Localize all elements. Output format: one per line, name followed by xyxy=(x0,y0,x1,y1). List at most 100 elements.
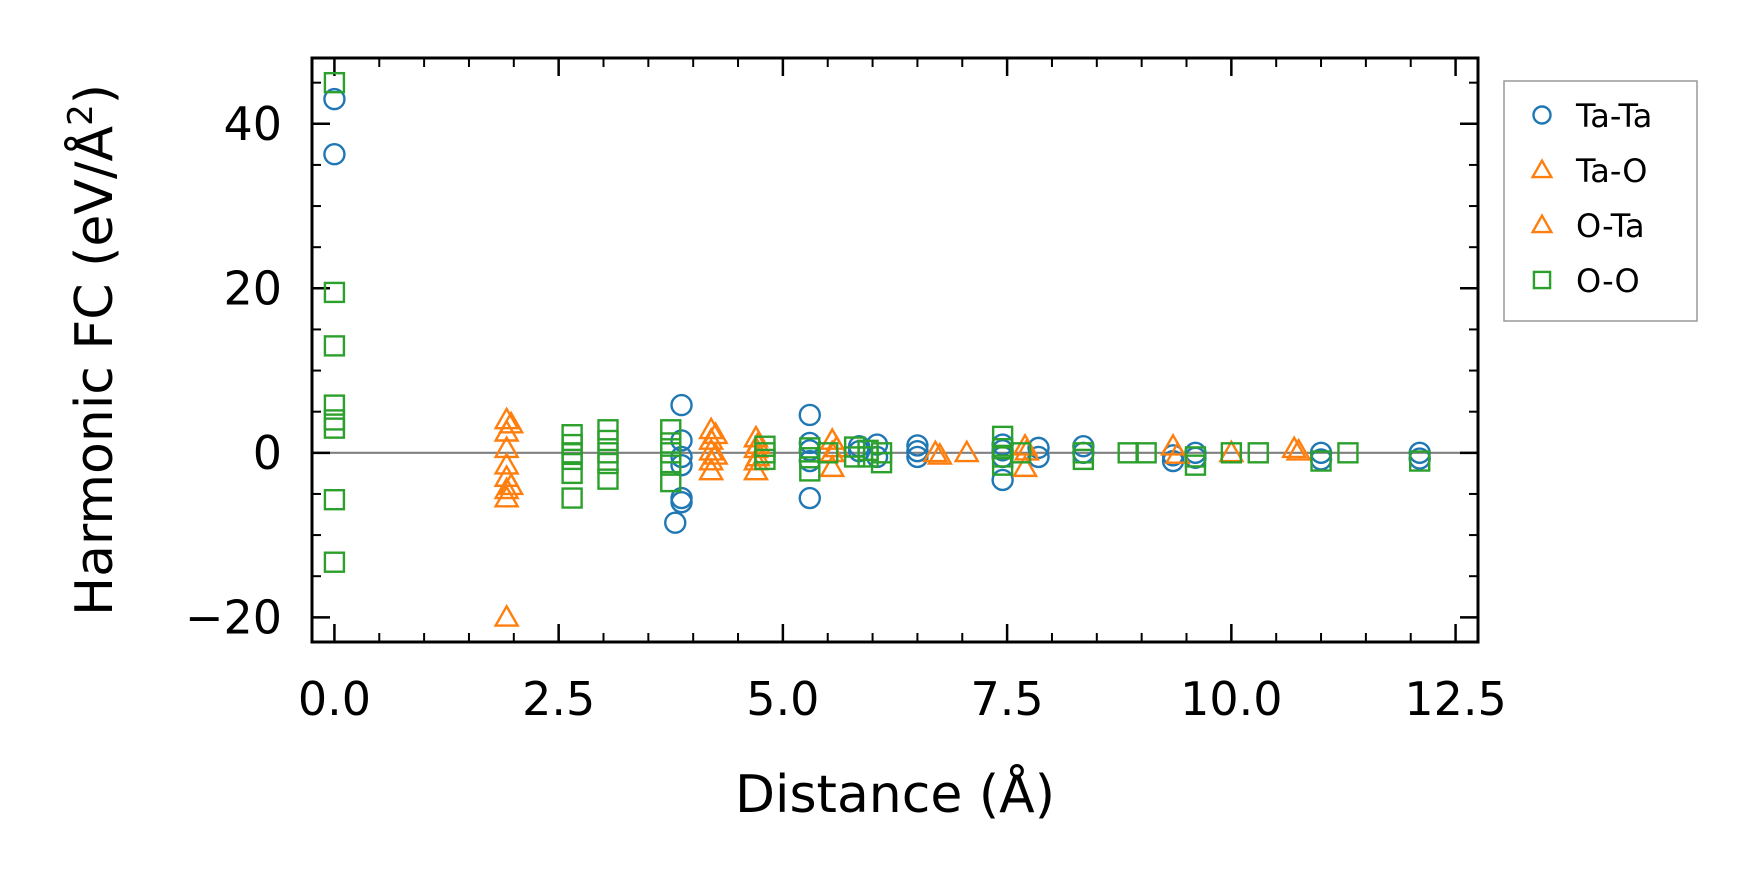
data-point-square xyxy=(1337,442,1359,464)
data-point-square xyxy=(660,454,682,476)
data-point-square xyxy=(799,460,821,482)
legend-label: O-O xyxy=(1576,262,1640,300)
data-point-square xyxy=(1247,442,1269,464)
x-tick-label: 12.5 xyxy=(1404,672,1506,726)
data-point-square xyxy=(1184,454,1207,476)
y-axis-label-close: ) xyxy=(65,84,125,104)
y-axis-label: Harmonic FC (eV/Å2) xyxy=(61,84,125,616)
data-point-square xyxy=(323,394,346,416)
x-axis-label: Distance (Å) xyxy=(735,763,1055,825)
data-point-square xyxy=(323,417,346,439)
data-point-circle xyxy=(670,393,693,417)
y-tick-label: 0 xyxy=(253,426,282,480)
data-point-square xyxy=(597,452,619,475)
data-point-circle xyxy=(798,403,821,427)
data-point-triangle xyxy=(1285,437,1312,461)
data-point-triangle xyxy=(953,439,980,463)
x-tick-label: 2.5 xyxy=(522,672,595,726)
data-point-square xyxy=(870,451,893,474)
data-point-circle xyxy=(906,434,929,457)
data-point-square xyxy=(323,281,346,304)
data-point-circle xyxy=(323,87,346,111)
data-point-triangle xyxy=(698,457,725,481)
data-point-triangle xyxy=(1218,439,1245,463)
data-point-square xyxy=(561,448,583,471)
y-tick-label: 40 xyxy=(223,97,282,151)
x-tick-label: 10.0 xyxy=(1180,672,1282,726)
data-point-triangle xyxy=(1164,441,1191,464)
legend-item-o-o: O-O xyxy=(1532,262,1640,300)
data-point-circle xyxy=(664,511,687,534)
data-point-circle xyxy=(670,453,693,477)
legend-item-ta-ta: Ta-Ta xyxy=(1532,97,1652,135)
x-tick-label: 5.0 xyxy=(746,672,819,726)
data-point-circle xyxy=(991,468,1014,492)
data-point-triangle xyxy=(498,472,525,496)
data-point-triangle xyxy=(493,435,520,459)
data-point-circle xyxy=(906,439,929,463)
data-point-triangle xyxy=(1281,435,1308,459)
data-point-square xyxy=(660,442,682,464)
x-tick-label: 7.5 xyxy=(971,672,1044,726)
data-point-square xyxy=(1532,270,1552,290)
data-point-square xyxy=(1408,450,1431,472)
plot-frame xyxy=(310,56,1480,644)
data-point-square xyxy=(660,470,682,493)
data-point-triangle xyxy=(1530,158,1554,179)
data-point-triangle xyxy=(702,441,729,465)
data-point-triangle xyxy=(498,410,525,434)
data-point-square xyxy=(991,454,1014,476)
data-point-triangle xyxy=(493,451,520,475)
data-point-square xyxy=(1220,442,1243,464)
data-point-square xyxy=(323,551,346,573)
data-point-triangle xyxy=(493,603,520,627)
y-tick-label: −20 xyxy=(185,590,282,644)
y-axis-label-main: Harmonic FC (eV/Å xyxy=(63,125,125,616)
data-point-square xyxy=(1135,442,1157,464)
data-point-triangle xyxy=(1530,213,1554,234)
data-point-square xyxy=(561,462,583,485)
data-point-square xyxy=(1310,450,1332,472)
data-point-square xyxy=(323,71,346,94)
data-point-square xyxy=(1009,442,1032,464)
legend-label: Ta-O xyxy=(1575,152,1647,190)
data-point-square xyxy=(323,409,346,431)
data-point-square xyxy=(857,446,879,468)
series-o-o xyxy=(323,71,1431,573)
data-point-square xyxy=(817,442,839,464)
data-point-triangle xyxy=(922,439,949,463)
data-point-square xyxy=(1072,448,1095,471)
legend: Ta-Ta Ta-O O-Ta O-O xyxy=(1503,80,1698,322)
y-axis-label-superscript: 2 xyxy=(61,104,101,126)
data-point-circle xyxy=(1027,436,1050,460)
data-point-circle xyxy=(323,143,346,166)
legend-label: O-Ta xyxy=(1576,207,1645,245)
data-point-square xyxy=(561,487,583,509)
data-point-triangle xyxy=(926,441,953,465)
data-point-square xyxy=(597,468,619,490)
data-point-triangle xyxy=(1011,454,1039,478)
data-point-square xyxy=(991,425,1014,448)
data-point-triangle xyxy=(1013,437,1040,461)
data-point-triangle xyxy=(493,484,520,508)
data-point-square xyxy=(323,489,346,511)
data-point-square xyxy=(597,429,619,452)
data-point-circle xyxy=(1532,105,1552,125)
data-point-square xyxy=(843,446,866,468)
legend-label: Ta-Ta xyxy=(1575,97,1652,135)
data-point-square xyxy=(754,448,776,471)
data-point-circle xyxy=(798,486,821,510)
y-tick-label: 20 xyxy=(223,261,282,315)
legend-item-ta-o: Ta-O xyxy=(1530,152,1647,190)
x-tick-label: 0.0 xyxy=(298,672,371,726)
legend-item-o-ta: O-Ta xyxy=(1530,207,1645,245)
data-point-triangle xyxy=(493,406,520,430)
data-point-triangle xyxy=(493,476,520,500)
data-point-circle xyxy=(670,445,693,469)
data-point-square xyxy=(660,419,682,441)
data-point-square xyxy=(323,335,346,357)
data-point-circle xyxy=(1027,445,1050,469)
data-point-circle xyxy=(1184,446,1207,469)
data-point-circle xyxy=(670,490,693,514)
